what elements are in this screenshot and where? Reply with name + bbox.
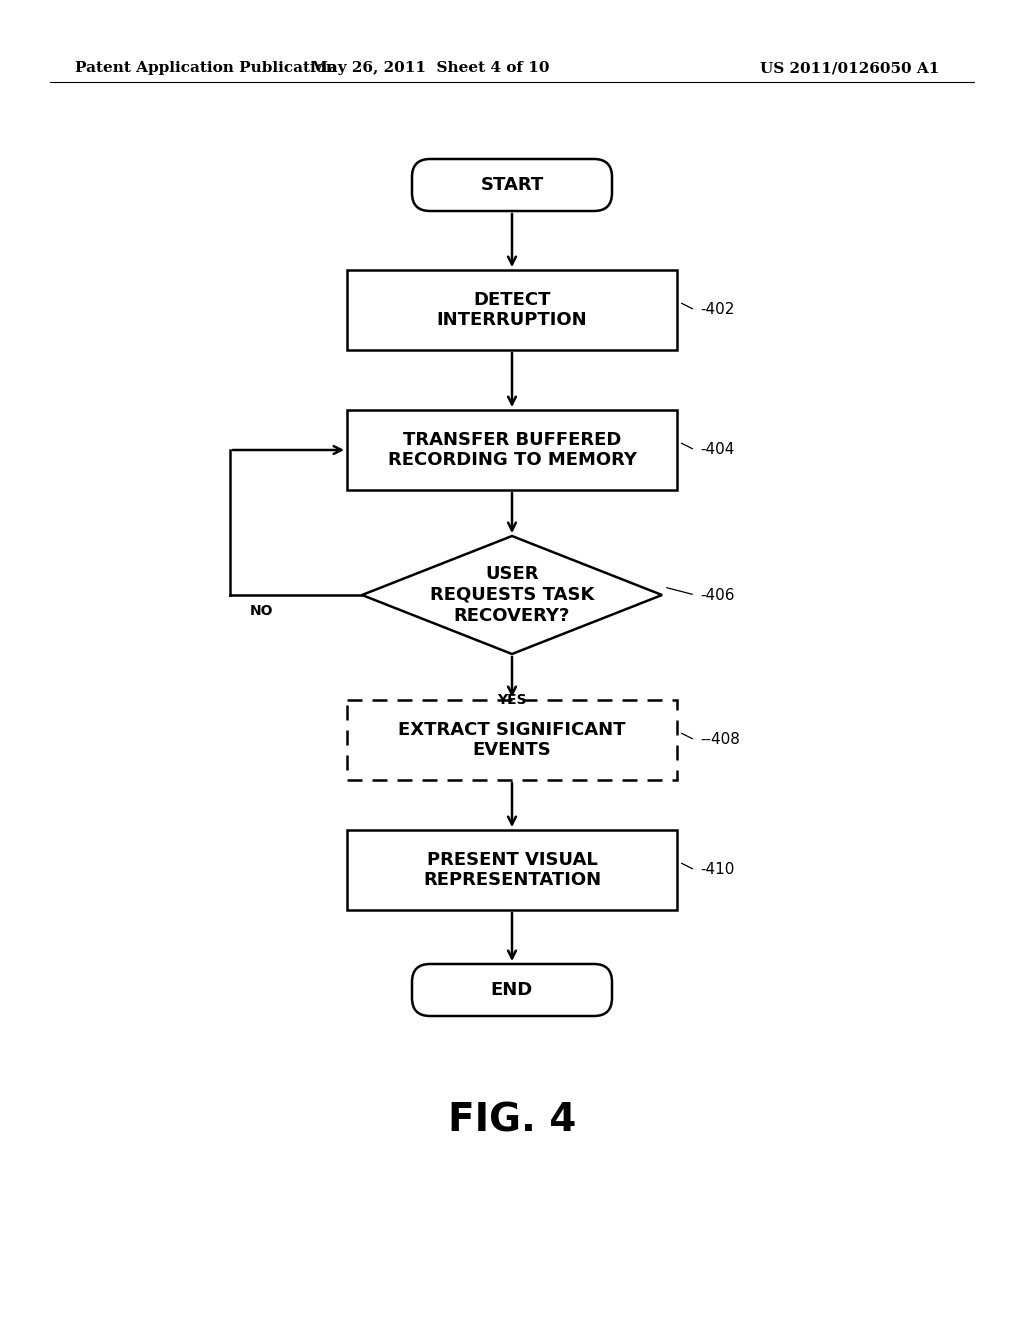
Text: END: END bbox=[490, 981, 534, 999]
Text: START: START bbox=[480, 176, 544, 194]
Text: May 26, 2011  Sheet 4 of 10: May 26, 2011 Sheet 4 of 10 bbox=[310, 61, 549, 75]
FancyBboxPatch shape bbox=[347, 411, 677, 490]
FancyBboxPatch shape bbox=[347, 271, 677, 350]
Text: NO: NO bbox=[250, 605, 273, 618]
Text: -402: -402 bbox=[700, 302, 734, 318]
FancyBboxPatch shape bbox=[412, 158, 612, 211]
Text: EXTRACT SIGNIFICANT
EVENTS: EXTRACT SIGNIFICANT EVENTS bbox=[398, 721, 626, 759]
Text: -404: -404 bbox=[700, 442, 734, 458]
Text: Patent Application Publication: Patent Application Publication bbox=[75, 61, 337, 75]
Text: PRESENT VISUAL
REPRESENTATION: PRESENT VISUAL REPRESENTATION bbox=[423, 850, 601, 890]
Polygon shape bbox=[362, 536, 662, 653]
Text: USER
REQUESTS TASK
RECOVERY?: USER REQUESTS TASK RECOVERY? bbox=[430, 565, 594, 624]
FancyBboxPatch shape bbox=[347, 700, 677, 780]
Text: -406: -406 bbox=[700, 587, 734, 602]
Text: YES: YES bbox=[498, 693, 526, 708]
Text: --408: --408 bbox=[700, 733, 740, 747]
Text: DETECT
INTERRUPTION: DETECT INTERRUPTION bbox=[436, 290, 588, 330]
FancyBboxPatch shape bbox=[412, 964, 612, 1016]
Text: FIG. 4: FIG. 4 bbox=[447, 1101, 577, 1139]
Text: US 2011/0126050 A1: US 2011/0126050 A1 bbox=[760, 61, 940, 75]
Text: -410: -410 bbox=[700, 862, 734, 878]
FancyBboxPatch shape bbox=[347, 830, 677, 909]
Text: TRANSFER BUFFERED
RECORDING TO MEMORY: TRANSFER BUFFERED RECORDING TO MEMORY bbox=[387, 430, 637, 470]
